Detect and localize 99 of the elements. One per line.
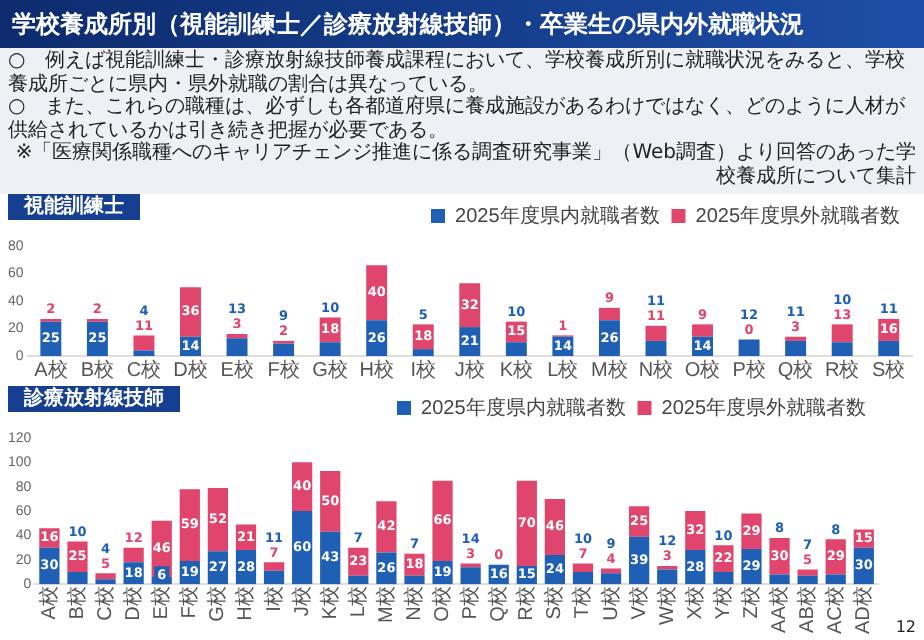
bar bbox=[376, 501, 397, 553]
legend-label: 2025年度県外就職者数 bbox=[661, 395, 867, 420]
x-tick-label: X校 bbox=[682, 586, 707, 620]
x-tick-label: R校 bbox=[824, 357, 860, 382]
x-tick-label: P校 bbox=[732, 357, 766, 382]
x-tick-label: L校 bbox=[345, 586, 370, 618]
x-tick-label: N校 bbox=[638, 357, 674, 382]
bar bbox=[831, 342, 853, 356]
bar bbox=[825, 574, 846, 585]
bar bbox=[769, 574, 790, 585]
x-tick-label: M校 bbox=[591, 357, 628, 382]
text: ○ また、これらの職種は、必ずしも各都道府県に養成施設があるわけではなく、どのように人材が供給されているかは引き続き把握が必要である。 bbox=[8, 96, 908, 141]
x-tick-label: O校 bbox=[430, 586, 455, 622]
x-tick-label: A校 bbox=[36, 586, 61, 620]
bar bbox=[505, 342, 527, 356]
x-tick-label: P校 bbox=[458, 586, 483, 620]
x-tick-label: Y校 bbox=[710, 586, 735, 620]
bar bbox=[598, 307, 620, 321]
x-tick-label: I校 bbox=[410, 357, 437, 382]
text: ※「医療関係職種へのキャリアチェンジ推進に係る調査研究事業」（Web調査）より回答のあった学校養成所について集計 bbox=[13, 142, 916, 188]
bar bbox=[460, 567, 481, 585]
text: ○ 例えば視能訓練士・診療放射線技師養成課程において、学校養成所別に就職状況をみると、学校養成所ごとに県内・県外就職の割合は異なっている。 bbox=[8, 50, 908, 95]
chart-title: 視能訓練士 bbox=[8, 194, 140, 220]
bar bbox=[692, 324, 713, 337]
x-tick-label: U校 bbox=[598, 586, 623, 621]
bar bbox=[878, 340, 900, 356]
x-tick-label: AC校 bbox=[823, 586, 848, 635]
x-tick-label: J校 bbox=[289, 586, 314, 617]
x-tick-label: C校 bbox=[93, 586, 118, 621]
bar bbox=[348, 575, 369, 585]
x-tick-label: C校 bbox=[126, 357, 162, 382]
bar bbox=[645, 325, 667, 341]
x-tick-label: Z校 bbox=[738, 586, 763, 619]
x-tick-label: A校 bbox=[34, 357, 68, 382]
bar bbox=[133, 335, 155, 351]
bar bbox=[412, 349, 434, 356]
chart-title: 診療放射線技師 bbox=[8, 386, 180, 412]
x-tick-label: K校 bbox=[317, 586, 342, 620]
x-tick-label: E校 bbox=[220, 357, 254, 382]
bar bbox=[432, 480, 453, 562]
x-tick-label: AB校 bbox=[795, 586, 820, 633]
x-tick-label: G校 bbox=[312, 357, 348, 382]
x-tick-label: V校 bbox=[626, 586, 651, 620]
bar bbox=[516, 480, 537, 566]
x-tick-label: S校 bbox=[872, 357, 906, 382]
x-tick-label: E校 bbox=[149, 586, 174, 620]
bar bbox=[263, 562, 285, 571]
bar bbox=[273, 343, 295, 356]
text: 学校養成所別（視能訓練士／診療放射線技師）・卒業生の県内外就職状況 bbox=[0, 0, 924, 48]
legend-label: 2025年度県外就職者数 bbox=[695, 203, 901, 228]
x-tick-label: L校 bbox=[547, 357, 579, 382]
legend-label: 2025年度県内就職者数 bbox=[455, 203, 660, 228]
bar bbox=[713, 572, 734, 585]
x-tick-label: M校 bbox=[373, 586, 398, 623]
x-tick-label: B校 bbox=[80, 357, 115, 382]
x-tick-label: D校 bbox=[121, 586, 146, 621]
x-tick-label: J校 bbox=[454, 357, 485, 382]
x-tick-label: G校 bbox=[205, 586, 230, 622]
bar bbox=[645, 340, 667, 356]
x-tick-label: Q校 bbox=[777, 357, 814, 382]
x-tick-label: H校 bbox=[359, 357, 394, 382]
x-tick-label: AD校 bbox=[851, 586, 876, 635]
bar bbox=[831, 324, 853, 343]
bar bbox=[600, 573, 622, 585]
x-tick-label: W校 bbox=[654, 586, 679, 626]
bar bbox=[785, 340, 807, 356]
x-tick-label: N校 bbox=[401, 586, 426, 621]
bar bbox=[572, 572, 594, 585]
x-tick-label: S校 bbox=[542, 586, 567, 620]
x-tick-label: Q校 bbox=[486, 586, 511, 622]
x-tick-label: T校 bbox=[570, 586, 595, 619]
legend-label: 2025年度県内就職者数 bbox=[421, 395, 626, 420]
bar bbox=[95, 573, 116, 580]
bar bbox=[600, 568, 622, 574]
x-tick-label: R校 bbox=[514, 586, 539, 621]
bar bbox=[572, 563, 594, 573]
x-tick-label: D校 bbox=[173, 357, 208, 382]
x-tick-label: AA校 bbox=[767, 586, 792, 633]
x-tick-label: F校 bbox=[177, 586, 202, 619]
bar bbox=[738, 339, 760, 356]
bar bbox=[263, 570, 285, 585]
bar bbox=[123, 547, 144, 563]
bar bbox=[797, 575, 818, 585]
bar bbox=[226, 338, 248, 356]
bar bbox=[133, 350, 155, 356]
x-tick-label: F校 bbox=[267, 357, 300, 382]
bar bbox=[404, 575, 425, 585]
x-tick-label: O校 bbox=[684, 357, 721, 382]
bar bbox=[95, 579, 116, 585]
bar bbox=[319, 342, 341, 356]
bar bbox=[67, 572, 88, 585]
bar bbox=[657, 569, 678, 585]
x-tick-label: I校 bbox=[261, 586, 286, 612]
text: 12 bbox=[895, 618, 916, 636]
bar bbox=[179, 489, 200, 562]
x-tick-label: K校 bbox=[499, 357, 534, 382]
x-tick-label: H校 bbox=[233, 586, 258, 621]
x-tick-label: B校 bbox=[64, 586, 89, 620]
bar bbox=[797, 569, 818, 576]
